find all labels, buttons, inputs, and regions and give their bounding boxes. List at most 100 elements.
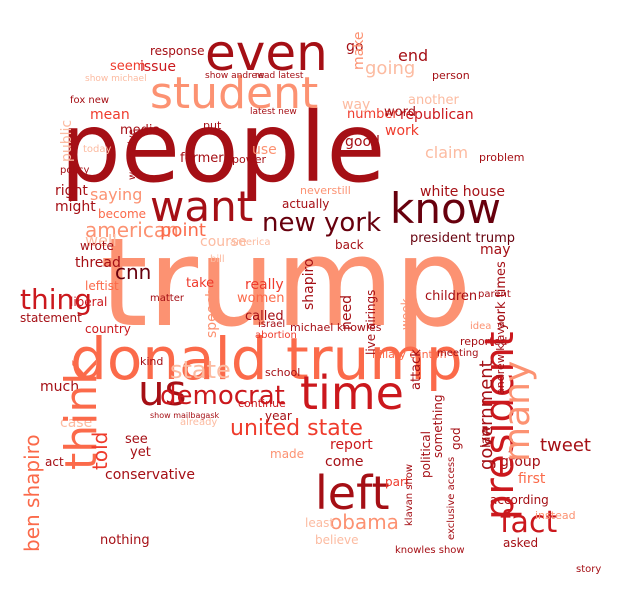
word-end: end [398,46,429,65]
word-us: us [138,366,187,415]
word-leftist: leftist [85,279,119,293]
word-become: become [98,207,147,221]
word-shapiro: shapiro [301,258,317,310]
word-god: god [449,427,463,450]
word-thread: thread [75,255,121,271]
word-women: women [237,291,285,306]
word-year: year [265,409,292,423]
word-wrote: wrote [80,239,114,253]
word-former: former [180,151,224,166]
word-make: make [351,31,367,70]
word-saying: saying [90,185,143,204]
word-policy: policy [60,165,90,176]
word-way: way [342,97,371,113]
word-abortion: abortion [255,330,297,341]
word-issue: issue [140,59,176,75]
word-good: good [345,134,380,150]
word-well: well [85,231,117,250]
word-media: media [120,123,161,138]
word-part: part [385,475,410,489]
word-group: group [500,454,541,470]
word-show-mailbag: show mailbagask [150,411,220,420]
word-course: course [200,234,247,250]
word-hillary-clinton: hillary clinton [372,348,447,361]
word-meeting: meeting [437,348,479,359]
word-least: least [305,516,335,530]
word-neverstill: neverstill [300,184,351,197]
word-believe: believe [315,533,359,547]
word-student: student [150,68,319,119]
word-case: case [60,415,93,431]
word-week: week [399,298,413,330]
word-new-york: new york [262,208,382,238]
word-put: put [203,119,222,132]
word-obama: obama [330,510,399,534]
word-according: according [490,493,549,507]
word-people: people [60,92,386,204]
word-use: use [252,142,277,158]
word-might: might [55,199,96,215]
word-law: law [479,425,494,448]
word-republican: republican [400,107,474,123]
word-statement: statement [20,311,82,325]
word-democrat: democrat [160,381,285,411]
word-reported: reported [460,335,508,348]
word-report: report [330,437,373,453]
word-america: america [230,237,271,248]
word-claim: claim [425,143,469,162]
word-country: country [85,322,131,336]
word-live-airings: live airings [364,289,378,355]
word-response: response [150,44,205,58]
word-time: time [300,366,404,420]
word-conservative: conservative [105,467,195,483]
word-klavan-show: klavan show [404,463,415,526]
word-seem: seem [110,59,146,74]
word-come: come [325,454,364,470]
word-something: something [431,394,445,458]
word-may: may [480,242,511,258]
word-even: even [205,24,328,82]
word-really: really [245,277,284,293]
word-show-michael: show michael [85,74,147,84]
word-public: public [59,119,75,162]
word-israel: israel [258,319,286,330]
word-another: another [408,93,459,108]
word-idea: idea [470,321,492,332]
word-go: go [346,39,364,55]
word-show-andrew: show andrew [205,71,265,81]
word-speech: speech [204,288,220,338]
word-word: word [384,105,416,120]
word-children: children [425,289,478,304]
word-right: right [55,183,88,199]
word-watch-live: watch live [127,129,138,180]
word-ben-shapiro: ben shapiro [20,434,44,552]
word-number: number [347,107,398,122]
word-state: state [170,356,231,384]
word-point: point [160,220,206,241]
word-first: first [518,471,546,487]
word-know: know [390,184,501,233]
word-story: story [576,564,602,575]
word-mean: mean [90,107,130,123]
word-andrew-klavan: andrew klavan [494,314,507,395]
word-actually: actually [282,197,330,211]
word-continue: continue [238,397,286,410]
word-kind: kind [140,355,164,368]
word-work: work [385,123,419,139]
word-need: need [339,295,355,330]
word-liberal: liberal [70,295,108,309]
word-donald-trump: donald trump [70,325,463,393]
word-instead: instead [535,509,576,522]
word-nothing: nothing [100,533,150,548]
word-asked: asked [503,536,539,550]
word-already: already [180,417,218,428]
word-cnn: cnn [115,260,152,284]
word-latest-new: latest new [250,107,297,117]
word-called: called [245,309,284,324]
word-told: told [88,431,112,470]
word-trump: trump [100,212,472,354]
word-made: made [270,447,305,461]
word-going: going [365,58,416,79]
word-yet: yet [130,445,151,460]
